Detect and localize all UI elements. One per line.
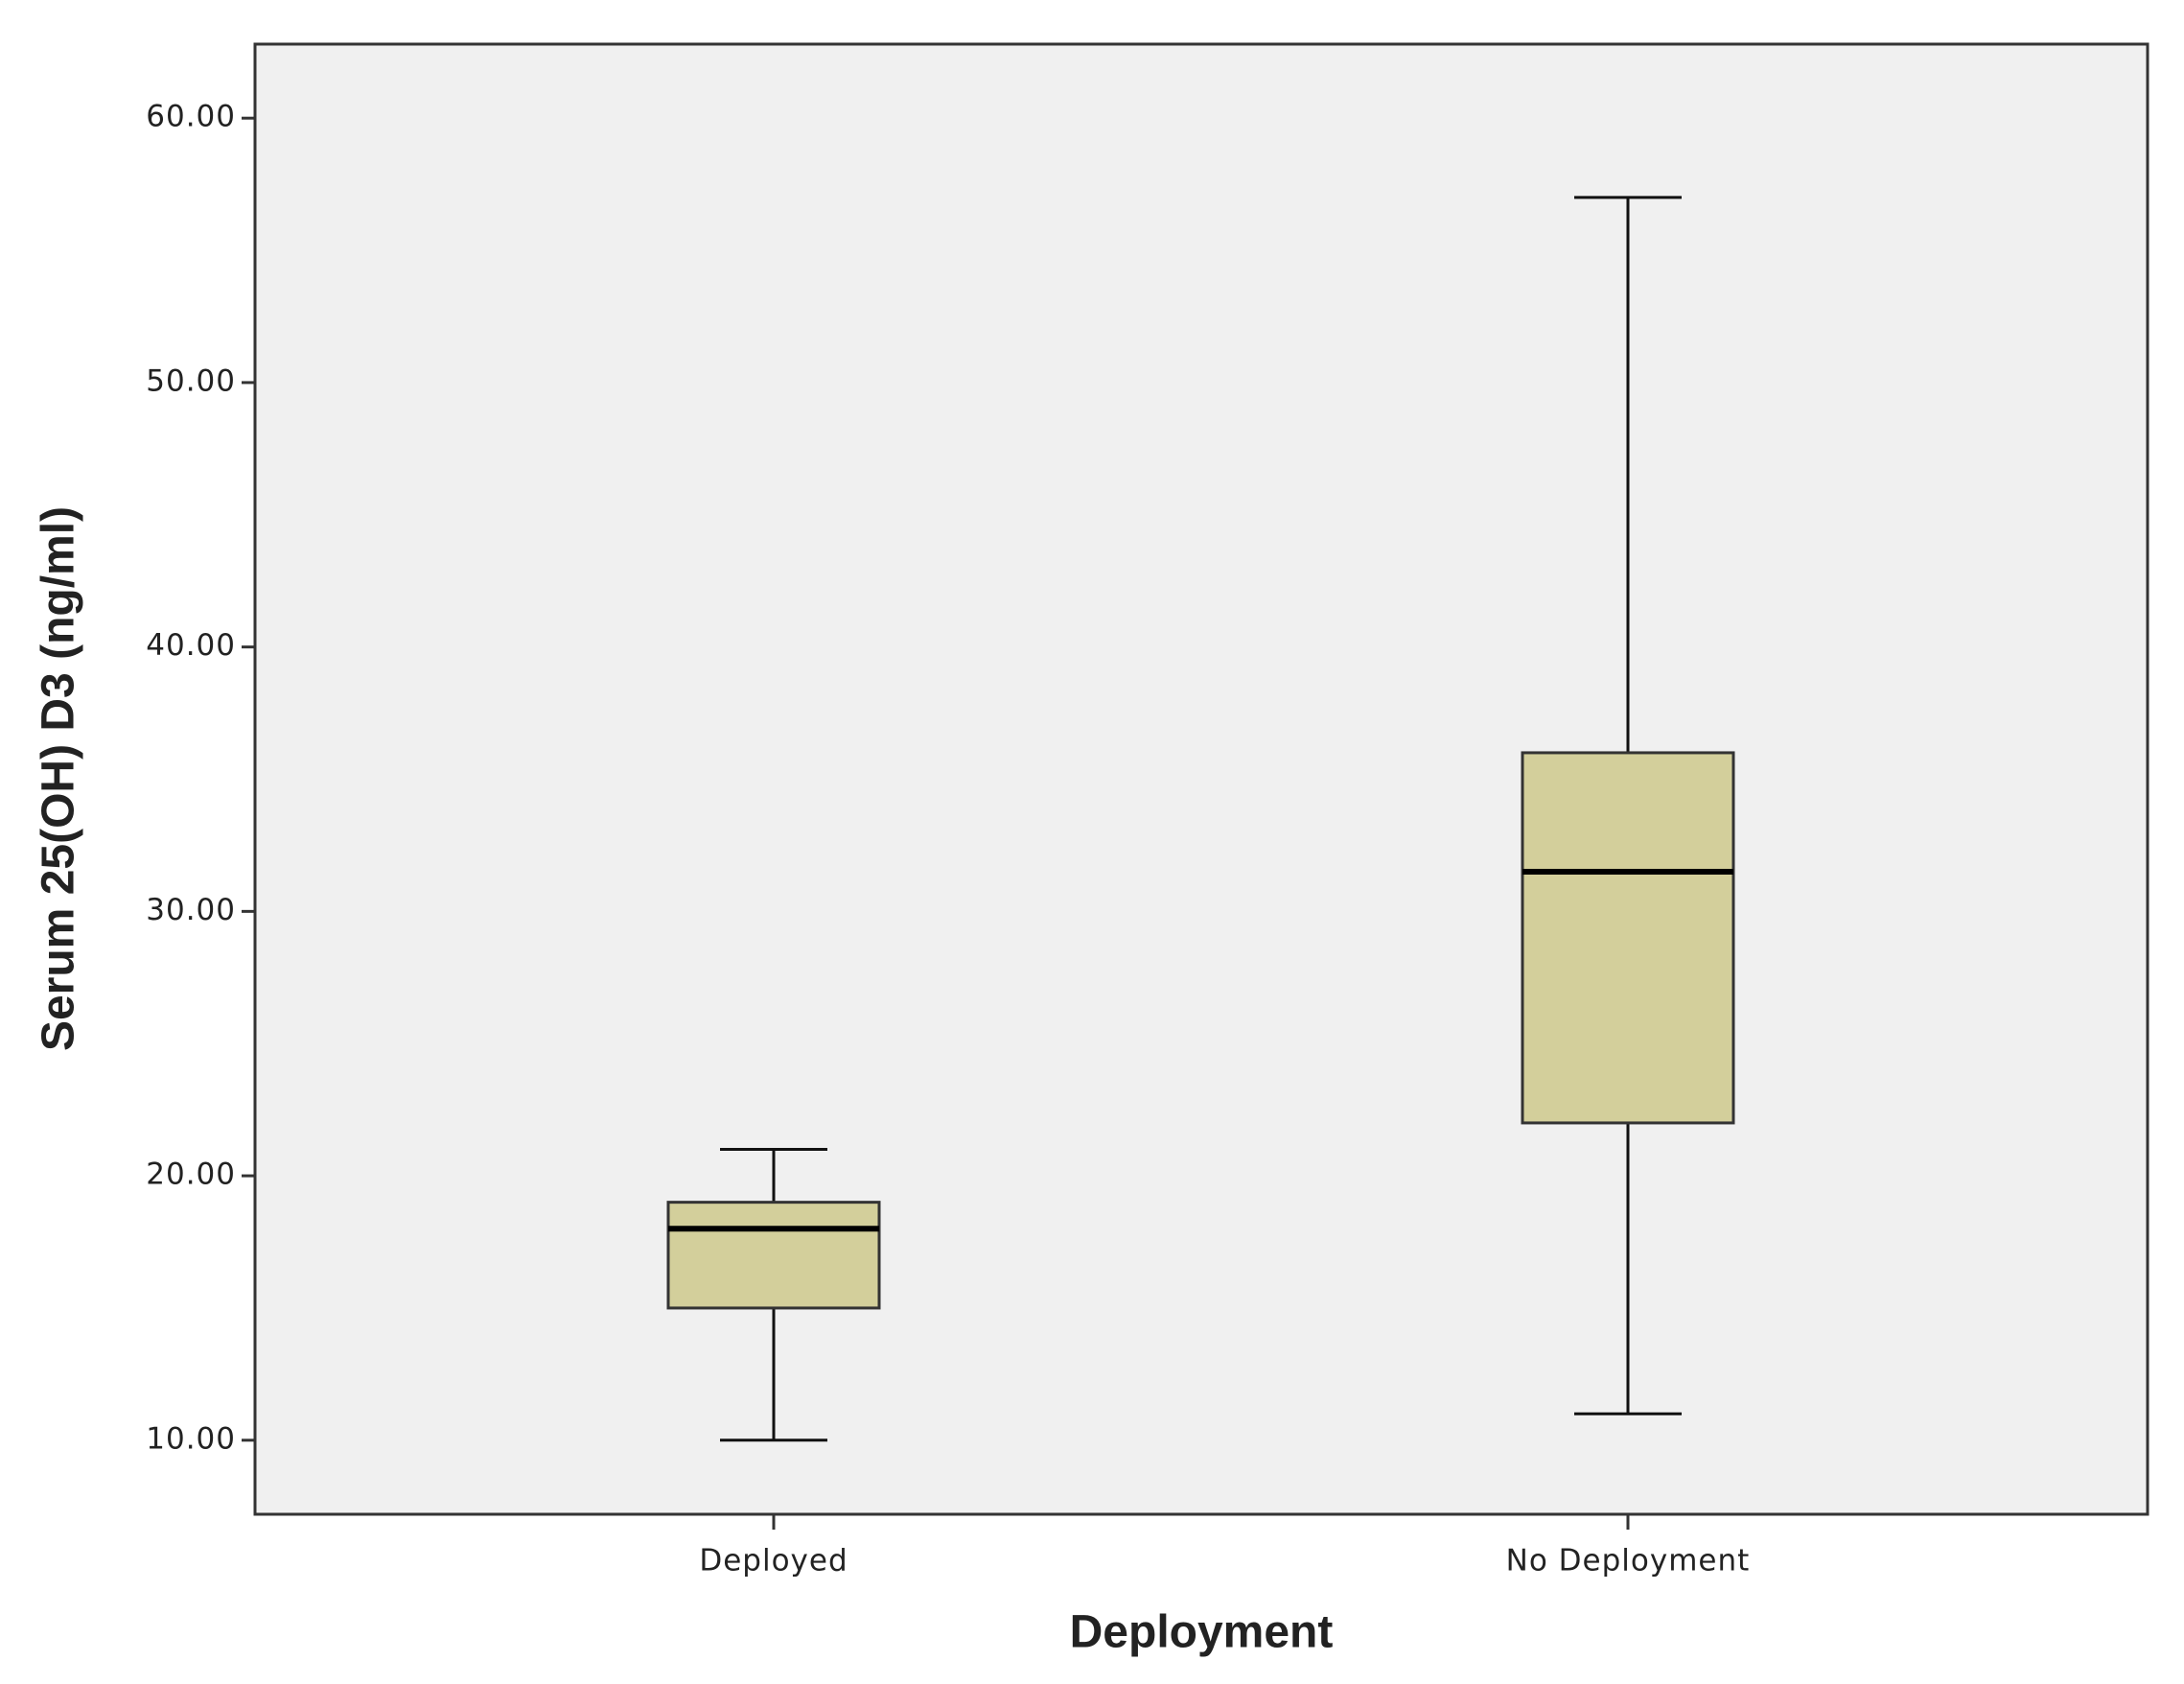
y-tick-label: 20.00 (146, 1158, 236, 1192)
box (1521, 751, 1735, 1125)
plot-area (253, 42, 2149, 1516)
x-tick-label: Deployed (699, 1544, 848, 1579)
box (666, 1201, 881, 1310)
x-tick-label: No Deployment (1506, 1544, 1751, 1579)
y-tick-label: 60.00 (146, 100, 236, 134)
y-tick-label: 50.00 (146, 363, 236, 398)
y-tick-label: 10.00 (146, 1421, 236, 1456)
y-tick-label: 30.00 (146, 893, 236, 927)
y-tick-label: 40.00 (146, 628, 236, 663)
x-axis-title: Deployment (1070, 1607, 1334, 1658)
y-axis-title: Serum 25(OH) D3 (ng/ml) (34, 506, 84, 1051)
